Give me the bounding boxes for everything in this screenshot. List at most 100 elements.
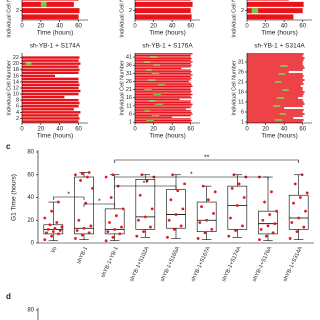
g1-segment — [274, 81, 282, 83]
data-point — [86, 175, 89, 179]
cell-bar — [22, 8, 80, 14]
g1-segment — [155, 103, 163, 105]
cell-bar — [247, 83, 304, 85]
cell-bar — [135, 58, 192, 60]
data-point — [181, 207, 185, 211]
y-tick-label: 80 — [27, 308, 34, 314]
cell-bar — [247, 77, 303, 79]
significance-bracket — [53, 196, 85, 200]
x-tick-label: 0 — [245, 24, 249, 30]
x-axis-title: Time (hours) — [261, 133, 298, 140]
cell-bar — [22, 95, 65, 99]
panel-label: c — [6, 142, 11, 151]
data-point — [138, 193, 142, 197]
significance-label: ** — [204, 154, 210, 161]
y-tick-label: 16 — [238, 89, 244, 95]
x-tick-label: 0 — [20, 24, 24, 30]
data-point — [57, 200, 60, 204]
cell-bar — [247, 8, 303, 14]
data-point — [145, 179, 149, 182]
cell-bar — [22, 62, 81, 65]
y-tick-label: 41 — [126, 55, 132, 61]
x-tick-label: 0 — [133, 24, 137, 30]
x-tick-label: 0 — [20, 127, 24, 133]
data-point — [111, 235, 115, 239]
data-point — [232, 173, 236, 177]
x-axis-title: Time (hours) — [37, 30, 74, 37]
cell-bar — [135, 111, 192, 114]
data-point — [137, 218, 140, 222]
cell-bar — [135, 110, 191, 112]
g1-segment — [40, 1, 47, 7]
box — [196, 201, 217, 232]
cell-bar — [135, 119, 192, 122]
g1-segment — [144, 110, 150, 112]
g1-segment — [279, 113, 286, 115]
cell-bar — [247, 53, 304, 55]
x-tick-label: shYB-1+S102A — [129, 246, 151, 283]
cell-bar — [135, 100, 191, 102]
cell-bar — [247, 69, 303, 71]
data-point — [275, 209, 278, 213]
data-point — [270, 190, 273, 194]
x-tick-label: 40 — [281, 24, 288, 30]
data-point — [87, 171, 91, 174]
data-point — [91, 187, 94, 190]
cell-bar — [135, 92, 191, 94]
data-point — [120, 225, 123, 229]
x-tick-label: 20 — [150, 127, 157, 133]
data-point — [51, 230, 55, 234]
significance-bracket — [114, 159, 299, 163]
data-point — [150, 207, 154, 211]
g1-segment — [282, 89, 289, 91]
y-axis-title: Individual Cell Number — [119, 60, 125, 115]
panel-label: d — [6, 292, 11, 301]
g1-segment — [149, 56, 158, 58]
cell-bar — [247, 0, 289, 1]
g1-segment — [146, 119, 154, 122]
data-point — [235, 204, 239, 207]
data-point — [293, 182, 297, 186]
data-point — [234, 229, 238, 232]
cell-bar — [247, 93, 304, 95]
data-point — [111, 173, 115, 177]
x-tick-label: shYB-1+S165A — [160, 246, 182, 283]
cell-bar — [135, 113, 193, 115]
x-tick-label: 20 — [262, 127, 269, 133]
cell-bar — [135, 80, 189, 83]
x-tick-label: shYB-1+S174A — [221, 246, 243, 283]
cell-bar — [247, 115, 303, 117]
data-point — [174, 213, 178, 216]
y-tick-label: 2 — [129, 8, 132, 14]
x-tick-label: 0 — [133, 127, 137, 133]
x-axis-title: Time (hours) — [149, 133, 186, 140]
y-tick-label: 6 — [129, 111, 132, 117]
cell-bar — [135, 115, 191, 117]
data-point — [89, 224, 93, 228]
cell-bar — [22, 102, 80, 105]
y-tick-label: 2 — [241, 8, 244, 14]
y-tick-label: 26 — [126, 79, 132, 85]
x-tick-label: 20 — [262, 24, 269, 30]
cell-bar — [135, 87, 191, 89]
x-tick-label: 60 — [187, 24, 194, 30]
data-point — [298, 196, 302, 199]
significance-bracket — [83, 203, 115, 207]
cell-bar — [135, 69, 191, 71]
cell-bar — [22, 0, 79, 1]
cell-bar — [135, 118, 191, 120]
cell-bar — [22, 80, 79, 84]
panel-title: sh-YB-1 + S176A — [142, 43, 193, 50]
cell-bar — [247, 121, 303, 123]
data-point — [113, 227, 117, 231]
g1-segment — [276, 97, 285, 99]
x-tick-label: 40 — [56, 24, 63, 30]
y-axis-title: Individual Cell Number — [119, 0, 125, 38]
data-point — [167, 218, 171, 222]
data-point — [205, 218, 209, 222]
cell-bar — [247, 57, 305, 59]
x-axis-title: Time (hours) — [37, 133, 74, 140]
g1-segment — [148, 100, 156, 102]
data-point — [104, 239, 108, 243]
data-point — [55, 221, 59, 224]
